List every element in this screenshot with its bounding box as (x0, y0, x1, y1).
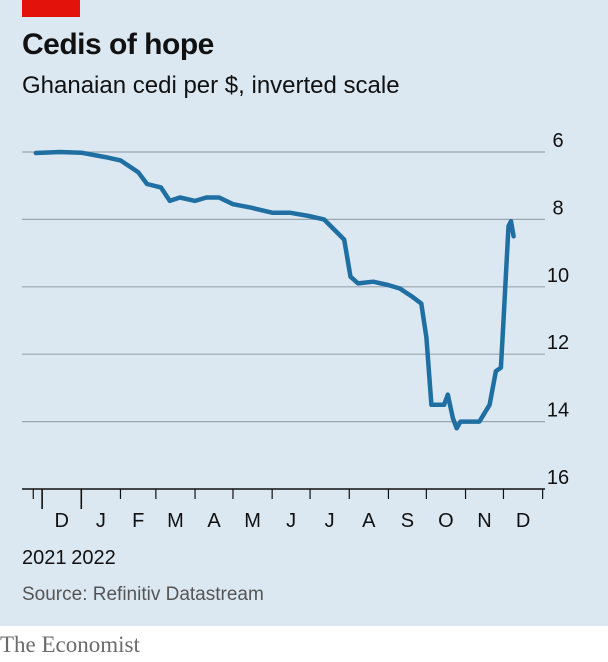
x-month-label-10: O (438, 510, 454, 532)
x-month-label-8: A (362, 510, 376, 532)
y-tick-label-10: 10 (547, 265, 569, 287)
x-month-label-3: M (167, 510, 184, 532)
x-month-label-0: D (54, 510, 68, 532)
y-axis-tick-labels: 6 8 10 12 14 16 (547, 130, 569, 489)
x-month-label-5: M (244, 510, 261, 532)
x-month-label-12: D (516, 510, 530, 532)
x-year-label-2022: 2022 (71, 547, 116, 569)
y-tick-label-6: 6 (552, 130, 563, 152)
x-month-label-7: J (325, 510, 335, 532)
brand-red-tab (22, 0, 80, 17)
y-tick-label-16: 16 (547, 467, 569, 489)
series-layer (33, 149, 516, 431)
publisher-footer: The Economist (0, 632, 140, 657)
x-month-label-6: J (286, 510, 296, 532)
chart-title: Cedis of hope (22, 28, 214, 61)
y-tick-label-8: 8 (552, 197, 563, 219)
chart-panel (0, 0, 608, 626)
source-note: Source: Refinitiv Datastream (22, 584, 264, 605)
x-month-label-11: N (477, 510, 491, 532)
y-tick-label-12: 12 (547, 332, 569, 354)
x-year-label-2021: 2021 (22, 547, 67, 569)
y-tick-label-14: 14 (547, 400, 569, 422)
line-chart: 6 8 10 12 14 16 D J F M A M J J A S O N D 2021 2022 (22, 130, 569, 569)
gridlines (22, 151, 545, 490)
x-month-label-2: F (132, 510, 144, 532)
x-axis: D J F M A M J J A S O N D 2021 2022 (22, 489, 544, 569)
x-month-label-9: S (401, 510, 414, 532)
series-line-0 (33, 149, 516, 431)
chart-subtitle: Ghanaian cedi per $, inverted scale (22, 72, 400, 99)
x-month-label-4: A (207, 510, 221, 532)
x-month-label-1: J (96, 510, 106, 532)
